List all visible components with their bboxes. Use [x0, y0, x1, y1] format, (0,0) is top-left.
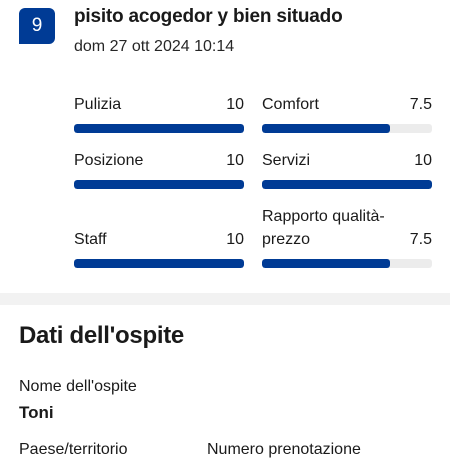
rating-servizi: Servizi 10 — [262, 149, 432, 189]
rating-value: 7.5 — [409, 231, 432, 248]
rating-bar-fill — [262, 124, 390, 133]
booking-number-label: Numero prenotazione — [207, 441, 361, 458]
rating-label: Pulizia — [74, 96, 122, 113]
rating-comfort: Comfort 7.5 — [262, 93, 432, 133]
rating-label: Comfort — [262, 96, 319, 113]
rating-bar — [74, 124, 244, 133]
rating-value: 10 — [226, 96, 244, 113]
rating-label: Staff — [74, 231, 107, 248]
review-date: dom 27 ott 2024 10:14 — [74, 38, 235, 55]
rating-value: 7.5 — [409, 96, 432, 113]
rating-bar — [262, 180, 432, 189]
rating-bar-fill — [74, 259, 244, 268]
rating-pulizia: Pulizia 10 — [74, 93, 244, 133]
rating-label-line1: Rapporto qualità- — [262, 208, 385, 225]
rating-rapporto-qualita-prezzo: Rapporto qualità- prezzo 7.5 — [262, 205, 432, 269]
rating-bar — [74, 259, 244, 268]
rating-bar — [262, 124, 432, 133]
rating-value: 10 — [414, 152, 432, 169]
guest-name-label: Nome dell'ospite — [19, 378, 137, 395]
rating-bar-fill — [262, 180, 432, 189]
review-score-badge: 9 — [19, 8, 55, 44]
rating-label-line2: prezzo — [262, 231, 311, 248]
rating-value: 10 — [226, 152, 244, 169]
rating-bar — [262, 259, 432, 268]
guest-name-value: Toni — [19, 403, 54, 422]
rating-label: Servizi — [262, 152, 311, 169]
rating-bar-fill — [262, 259, 390, 268]
review-score: 9 — [31, 15, 43, 36]
review-title: pisito acogedor y bien situado — [74, 6, 343, 27]
section-divider — [0, 293, 450, 305]
country-label: Paese/territorio — [19, 441, 128, 458]
rating-value: 10 — [226, 231, 244, 248]
rating-bar-fill — [74, 180, 244, 189]
guest-section-title: Dati dell'ospite — [19, 322, 184, 349]
rating-bar-fill — [74, 124, 244, 133]
rating-posizione: Posizione 10 — [74, 149, 244, 189]
rating-staff: Staff 10 — [74, 205, 244, 269]
rating-label: Posizione — [74, 152, 144, 169]
rating-bar — [74, 180, 244, 189]
